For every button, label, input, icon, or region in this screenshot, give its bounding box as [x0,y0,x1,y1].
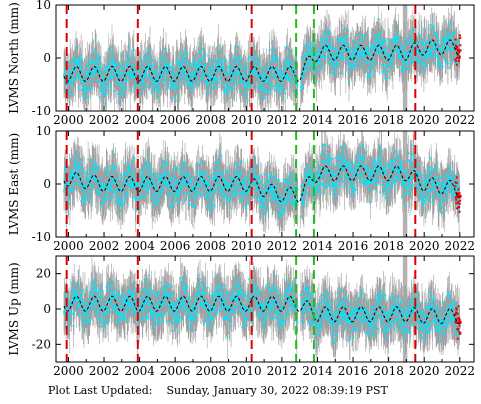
y-tick-label-up: 0 [43,302,51,316]
model-fit-line-up [63,295,460,325]
y-tick-label-north: 0 [43,51,51,65]
x-tick-label-north: 2008 [195,113,226,127]
model-fit-line-east [63,165,460,203]
panel-east: 2000 2002 2004 2006 2008 2010 2012 2014 2016 2018… [7,124,475,253]
footer-updated: Plot Last Updated: Sunday, January 30, 2… [48,384,388,397]
x-tick-label-north: 2020 [409,113,440,127]
x-tick-label-east: 2006 [160,239,191,253]
x-tick-label-up: 2018 [373,364,404,378]
x-tick-label-east: 2002 [89,239,120,253]
observations-north [63,18,461,105]
y-tick-label-east: -10 [32,230,51,244]
y-tick-label-east: 0 [43,177,51,191]
recent-observations-north [454,34,462,66]
x-tick-label-north: 2000 [53,113,84,127]
x-tick-label-up: 2016 [338,364,369,378]
y-tick-label-north: -10 [32,104,51,118]
x-tick-label-up: 2002 [89,364,120,378]
x-tick-label-north: 2004 [124,113,155,127]
x-tick-label-north: 2006 [160,113,191,127]
x-tick-label-east: 2010 [231,239,262,253]
plot-area-north [63,5,462,111]
x-tick-label-up: 2014 [302,364,333,378]
x-tick-label-north: 2012 [267,113,298,127]
x-tick-label-east: 2008 [195,239,226,253]
x-tick-label-north: 2022 [444,113,475,127]
panel-north: 2000 2002 2004 2006 2008 2010 2012 2014 2016 2018… [7,0,475,127]
y-tick-label-east: 10 [36,124,51,138]
x-tick-label-up: 2000 [53,364,84,378]
footer-timestamp: Sunday, January 30, 2022 08:39:19 PST [166,384,388,397]
x-tick-label-up: 2006 [160,364,191,378]
x-tick-label-up: 2012 [267,364,298,378]
x-tick-label-east: 2000 [53,239,84,253]
y-axis-label-up: LVMS Up (mm) [7,262,21,355]
x-tick-label-north: 2010 [231,113,262,127]
plot-area-east [63,131,462,237]
x-tick-label-up: 2010 [231,364,262,378]
x-tick-label-east: 2022 [444,239,475,253]
y-tick-label-north: 10 [36,0,51,12]
model-fit-line-north [63,39,460,82]
y-tick-label-up: -20 [32,337,51,351]
observations-up [63,274,461,346]
x-tick-label-east: 2020 [409,239,440,253]
x-tick-label-up: 2008 [195,364,226,378]
x-tick-label-east: 2004 [124,239,155,253]
x-tick-label-north: 2014 [302,113,333,127]
x-tick-label-north: 2016 [338,113,369,127]
x-tick-label-up: 2022 [444,364,475,378]
plot-area-up [63,256,462,362]
x-tick-label-east: 2016 [338,239,369,253]
y-tick-label-up: 20 [36,267,51,281]
x-tick-label-north: 2018 [373,113,404,127]
footer-label: Plot Last Updated: [48,384,153,397]
observations-east [63,143,461,219]
recent-observations-east [454,176,462,213]
x-tick-label-east: 2018 [373,239,404,253]
x-tick-label-north: 2002 [89,113,120,127]
x-tick-label-up: 2004 [124,364,155,378]
y-axis-label-east: LVMS East (mm) [7,133,21,235]
y-axis-label-north: LVMS North (mm) [7,2,21,113]
panel-up: 2000 2002 2004 2006 2008 2010 2012 2014 2016 2018… [7,255,475,378]
x-tick-label-east: 2012 [267,239,298,253]
x-tick-label-east: 2014 [302,239,333,253]
x-tick-label-up: 2020 [409,364,440,378]
